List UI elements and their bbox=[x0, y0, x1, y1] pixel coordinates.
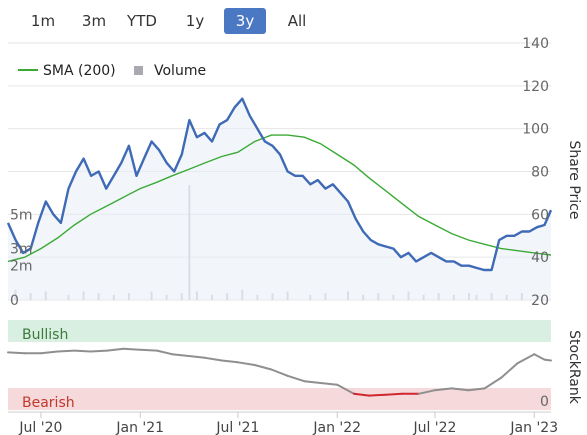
stockrank-segment bbox=[39, 350, 59, 355]
stockrank-segment bbox=[286, 374, 306, 383]
stockrank-segment bbox=[270, 368, 289, 377]
stockrank-segment bbox=[450, 387, 470, 392]
stockrank-segment bbox=[7, 351, 26, 355]
stockrank-axis-label: StockRank bbox=[566, 330, 582, 405]
stockrank-segment bbox=[106, 347, 125, 352]
stockrank-segment bbox=[483, 376, 503, 390]
stockrank-segment bbox=[155, 349, 174, 356]
stockrank-segment bbox=[516, 353, 536, 365]
stockrank-segment bbox=[500, 362, 519, 379]
stockrank-segment bbox=[303, 380, 322, 384]
x-tick-label: Jan '22 bbox=[312, 420, 361, 435]
price-tick-label: 60 bbox=[531, 207, 549, 223]
range-tab-3m[interactable]: 3m bbox=[81, 12, 107, 30]
stockrank-line bbox=[7, 347, 552, 397]
volume-tick-label: 5m bbox=[10, 207, 33, 223]
stockrank-segment bbox=[187, 355, 207, 359]
x-tick-label: Jan '21 bbox=[115, 420, 164, 435]
stockrank-segment bbox=[543, 358, 552, 362]
x-tick-label: Jul '21 bbox=[215, 420, 259, 435]
volume-tick-label: 0 bbox=[10, 293, 19, 309]
volume-tick-label: 3m bbox=[10, 242, 33, 258]
legend: SMA (200) Volume bbox=[18, 63, 206, 79]
stockrank-segment bbox=[368, 393, 387, 397]
x-tick-label: Jul '22 bbox=[412, 420, 456, 435]
price-tick-label: 20 bbox=[531, 293, 549, 309]
price-tick-label: 80 bbox=[531, 165, 549, 181]
stockrank-segment bbox=[56, 349, 76, 353]
volume-tick-label: 2m bbox=[10, 259, 33, 275]
stockrank-segment bbox=[319, 382, 339, 386]
price-tick-label: 100 bbox=[522, 122, 549, 138]
stockrank-segment bbox=[533, 353, 546, 361]
share-price-area bbox=[8, 98, 551, 300]
stockrank-segment bbox=[336, 383, 355, 395]
range-tab-1m[interactable]: 1m bbox=[30, 12, 56, 30]
bullish-label: Bullish bbox=[22, 327, 68, 343]
stockrank-segment bbox=[171, 353, 190, 357]
price-axis: 140 120 100 80 60 40 20 bbox=[522, 36, 549, 309]
stockrank-segment bbox=[384, 392, 404, 396]
share-price-line bbox=[6, 97, 553, 272]
stockrank-segment bbox=[220, 359, 239, 364]
stockrank-segment bbox=[139, 348, 158, 352]
legend-volume-label[interactable]: Volume bbox=[154, 63, 206, 79]
sma-200-line bbox=[7, 134, 552, 263]
price-tick-label: 140 bbox=[522, 36, 549, 52]
stockrank-segment bbox=[417, 389, 436, 395]
stockrank-segment bbox=[253, 364, 273, 371]
range-tab-1y[interactable]: 1y bbox=[185, 12, 205, 30]
share-price-axis-label: Share Price bbox=[566, 140, 582, 219]
stockrank-segment bbox=[89, 349, 109, 353]
stockrank-segment bbox=[73, 349, 92, 353]
x-tick-label: Jan '23 bbox=[509, 420, 558, 435]
stockrank-axis-tick: 0 bbox=[540, 394, 549, 410]
legend-volume-marker bbox=[134, 66, 143, 75]
stockrank-segment bbox=[467, 387, 486, 392]
price-tick-label: 120 bbox=[522, 79, 549, 95]
x-tick-label: Jul '20 bbox=[18, 420, 62, 435]
legend-sma-label[interactable]: SMA (200) bbox=[43, 63, 116, 79]
stockrank-segment bbox=[433, 387, 453, 392]
range-tab-3y[interactable]: 3y bbox=[224, 8, 266, 34]
stockrank-segment bbox=[122, 347, 142, 351]
bearish-label: Bearish bbox=[22, 395, 75, 411]
stockrank-segment bbox=[352, 392, 371, 397]
stockrank-segment bbox=[204, 356, 223, 362]
range-tab-ytd[interactable]: YTD bbox=[127, 12, 157, 30]
bearish-band bbox=[8, 388, 551, 410]
x-axis: Jul '20 Jan '21 Jul '21 Jan '22 Jul '22 Jan '… bbox=[18, 412, 558, 435]
price-tick-label: 40 bbox=[531, 250, 549, 266]
stockrank-segment bbox=[236, 361, 256, 366]
bullish-band bbox=[8, 320, 551, 342]
range-tab-all[interactable]: All bbox=[287, 12, 307, 30]
